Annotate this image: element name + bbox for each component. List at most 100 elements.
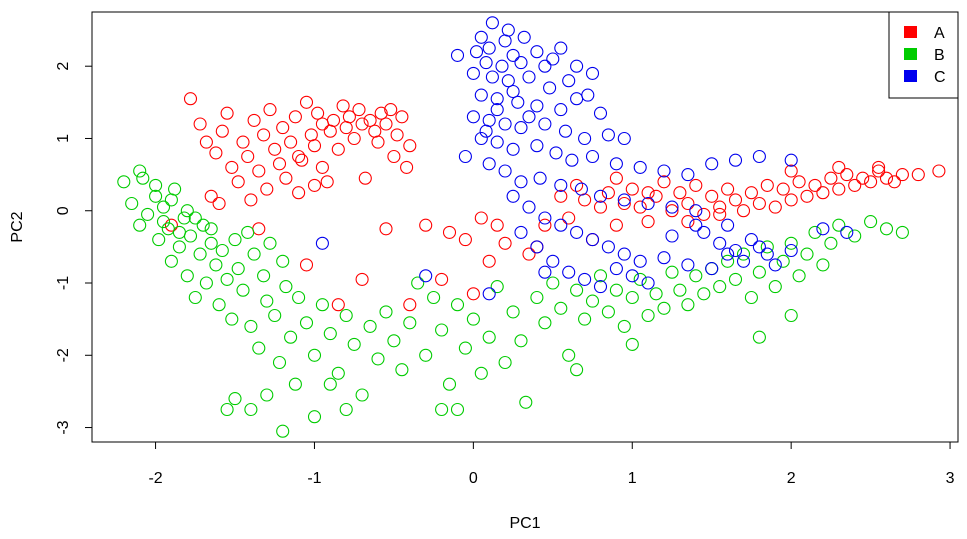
point-c-28 xyxy=(530,99,544,113)
point-a-106 xyxy=(808,178,822,192)
point-c-77 xyxy=(657,251,671,265)
point-b-18 xyxy=(199,276,213,290)
point-a-7 xyxy=(231,175,245,189)
point-a-31 xyxy=(331,142,345,156)
point-a-90 xyxy=(681,196,695,211)
point-a-98 xyxy=(744,186,758,200)
point-a-57 xyxy=(403,298,417,312)
point-c-65 xyxy=(641,196,655,211)
legend: ABC xyxy=(888,11,959,99)
point-b-105 xyxy=(800,247,814,261)
point-b-26 xyxy=(231,262,245,276)
point-c-17 xyxy=(585,66,600,80)
point-c-2 xyxy=(474,30,488,44)
point-a-14 xyxy=(263,103,277,117)
point-b-74 xyxy=(554,301,568,315)
point-a-105 xyxy=(800,189,814,203)
point-b-2 xyxy=(133,218,147,232)
point-c-25 xyxy=(474,88,488,102)
point-b-10 xyxy=(168,182,182,196)
point-a-125 xyxy=(641,186,655,200)
point-b-42 xyxy=(299,316,314,330)
point-c-111 xyxy=(479,124,493,138)
point-c-61 xyxy=(554,178,568,192)
point-a-68 xyxy=(252,222,266,236)
point-c-43 xyxy=(506,142,520,156)
point-b-80 xyxy=(601,305,615,319)
point-b-65 xyxy=(482,330,496,344)
data-points xyxy=(117,16,946,438)
point-b-83 xyxy=(625,290,639,305)
point-b-22 xyxy=(215,243,229,258)
point-c-11 xyxy=(479,56,493,70)
legend-label-c: C xyxy=(934,69,946,86)
point-c-33 xyxy=(482,113,496,127)
point-c-7 xyxy=(506,48,520,62)
point-a-97 xyxy=(736,204,751,218)
point-b-72 xyxy=(538,316,552,330)
point-b-25 xyxy=(228,233,242,247)
point-a-0 xyxy=(183,92,198,106)
point-a-102 xyxy=(776,182,790,196)
point-b-115 xyxy=(784,308,798,323)
point-b-66 xyxy=(490,280,504,294)
y-axis: -3 -2 -1 0 1 2 xyxy=(55,62,93,435)
point-a-1 xyxy=(193,117,207,131)
point-c-56 xyxy=(458,149,472,164)
point-a-110 xyxy=(840,168,854,182)
point-c-76 xyxy=(633,254,647,268)
point-b-123 xyxy=(450,402,465,417)
point-c-108 xyxy=(490,103,504,117)
point-b-89 xyxy=(673,283,687,297)
point-b-35 xyxy=(268,308,282,323)
point-c-41 xyxy=(474,131,488,146)
point-a-27 xyxy=(315,117,329,131)
point-a-25 xyxy=(307,139,322,153)
point-c-9 xyxy=(554,41,568,55)
point-b-127 xyxy=(323,377,337,391)
point-b-86 xyxy=(649,287,663,301)
point-b-16 xyxy=(193,247,207,261)
point-b-121 xyxy=(339,402,353,417)
point-a-16 xyxy=(272,157,287,171)
point-b-81 xyxy=(609,283,623,297)
point-c-73 xyxy=(585,233,600,247)
point-b-59 xyxy=(435,323,449,337)
point-b-96 xyxy=(728,272,743,286)
point-a-74 xyxy=(554,189,568,203)
point-b-19 xyxy=(204,236,218,250)
point-a-120 xyxy=(784,164,798,178)
point-b-64 xyxy=(474,366,488,380)
point-c-45 xyxy=(549,146,563,160)
point-a-122 xyxy=(872,160,886,174)
point-a-20 xyxy=(288,110,302,124)
point-b-116 xyxy=(625,337,639,351)
point-a-52 xyxy=(244,193,258,207)
y-tick-label: -1 xyxy=(55,276,72,290)
point-a-67 xyxy=(204,189,218,203)
point-a-92 xyxy=(697,207,711,221)
point-b-130 xyxy=(164,193,178,207)
point-a-49 xyxy=(403,139,417,153)
point-c-44 xyxy=(530,139,544,153)
point-b-36 xyxy=(272,355,287,370)
point-a-38 xyxy=(358,171,372,185)
point-a-26 xyxy=(311,106,325,120)
point-c-106 xyxy=(721,218,735,232)
point-b-88 xyxy=(665,265,679,279)
point-b-100 xyxy=(760,240,774,254)
point-c-103 xyxy=(538,265,552,279)
x-tick-label: -1 xyxy=(307,470,321,487)
point-a-12 xyxy=(257,128,271,142)
point-c-102 xyxy=(482,287,496,301)
point-a-77 xyxy=(578,193,592,207)
point-b-68 xyxy=(506,305,520,319)
point-a-32 xyxy=(336,99,350,113)
point-b-95 xyxy=(721,254,735,268)
point-b-122 xyxy=(435,402,449,417)
point-a-62 xyxy=(474,211,488,225)
point-c-15 xyxy=(546,52,560,66)
point-c-92 xyxy=(625,269,639,283)
point-c-6 xyxy=(482,41,496,55)
point-c-50 xyxy=(657,164,671,178)
